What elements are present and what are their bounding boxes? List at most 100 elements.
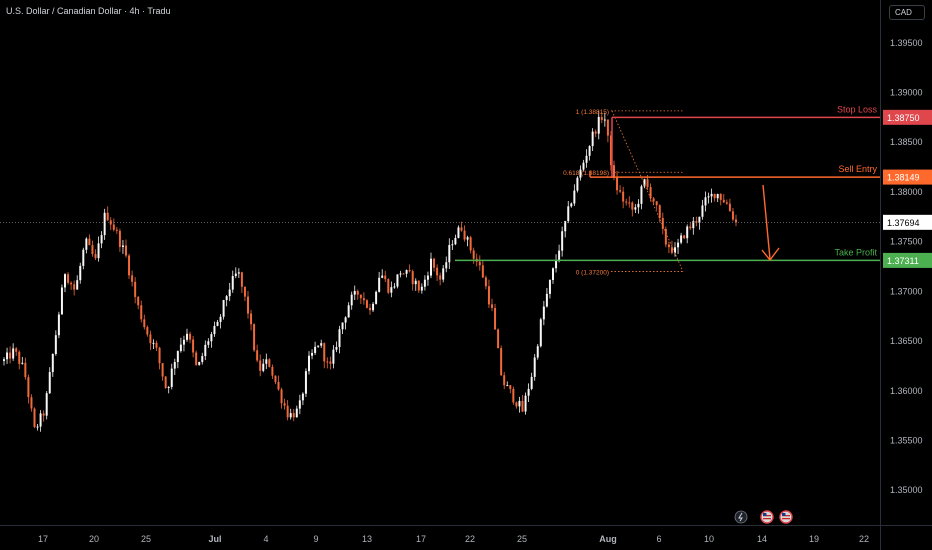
candle-body: [512, 389, 515, 403]
candle-body: [33, 408, 36, 428]
candle-body: [594, 131, 597, 134]
level-price-tag: [883, 169, 932, 185]
candle-body: [613, 165, 615, 178]
candle-body: [195, 352, 198, 365]
y-tick-label: 1.37500: [890, 237, 923, 247]
candle-body: [198, 361, 201, 365]
candle-body: [253, 324, 256, 351]
x-tick-label: 4: [263, 534, 268, 544]
candle-body: [219, 316, 222, 322]
candle-body: [375, 291, 378, 304]
us-flag-icon[interactable]: [760, 510, 774, 524]
x-tick-label: 20: [89, 534, 99, 544]
candle-body: [634, 207, 637, 210]
candle-body: [125, 245, 127, 256]
level-label: Take Profit: [834, 247, 877, 257]
candle-body: [134, 281, 137, 297]
candle-body: [414, 280, 417, 285]
candle-body: [606, 119, 609, 136]
x-tick-label: 13: [362, 534, 372, 544]
lightning-icon[interactable]: [734, 510, 748, 524]
candle-body: [469, 237, 472, 251]
flag-canton: [782, 513, 786, 516]
candle-body: [680, 235, 683, 243]
candle-body: [576, 177, 579, 191]
candle-body: [433, 258, 436, 268]
candle-body: [530, 376, 533, 389]
candle-body: [70, 282, 73, 285]
candle-body: [350, 294, 353, 306]
candle-body: [27, 377, 30, 398]
candle-body: [189, 333, 192, 340]
candle-body: [6, 352, 9, 360]
candle-body: [417, 280, 420, 291]
y-tick-label: 1.36500: [890, 336, 923, 346]
candle-body: [619, 190, 622, 192]
candle-body: [503, 375, 506, 386]
flag-stripe: [782, 515, 790, 517]
candle-body: [250, 313, 253, 325]
candle-body: [18, 351, 21, 364]
candle-body: [210, 334, 213, 342]
candle-body: [463, 230, 466, 240]
candle-body: [451, 244, 454, 246]
candle-body: [149, 334, 152, 344]
candle-body: [359, 294, 362, 299]
candle-body: [487, 286, 490, 305]
candle-body: [649, 187, 652, 199]
candle-body: [527, 388, 530, 396]
candle-body: [298, 400, 301, 409]
candle-body: [713, 193, 716, 199]
candle-body: [561, 231, 564, 251]
candle-body: [689, 226, 692, 229]
candle-body: [643, 179, 646, 187]
candle-body: [323, 343, 326, 362]
candle-body: [192, 339, 195, 353]
candle-body: [381, 275, 384, 278]
candle-body: [304, 371, 307, 394]
candle-body: [30, 397, 33, 409]
candle-body: [176, 351, 179, 363]
projection-arrow-shaft: [762, 184, 771, 260]
candle-body: [481, 265, 484, 278]
level-price-value: 1.38149: [887, 173, 920, 183]
candle-body: [500, 348, 503, 376]
candle-body: [347, 305, 350, 318]
candle-body: [524, 395, 527, 412]
y-tick-label: 1.39000: [890, 87, 923, 97]
candle-body: [231, 276, 234, 290]
x-tick-label: 22: [859, 534, 869, 544]
candle-body: [609, 135, 612, 166]
candle-body: [664, 228, 667, 245]
level-label: Sell Entry: [838, 164, 877, 174]
x-tick-label: 14: [757, 534, 767, 544]
candle-body: [494, 307, 497, 330]
candle-body: [396, 274, 399, 287]
candle-body: [616, 177, 619, 191]
candle-body: [51, 353, 54, 373]
fib-level-label: 0.618 (1.38198): [563, 170, 609, 177]
flag-stripe: [763, 515, 771, 517]
candle-body: [356, 291, 359, 295]
candle-body: [21, 362, 24, 364]
candle-body: [173, 362, 176, 369]
candle-body: [268, 359, 271, 367]
x-tick-label: 17: [416, 534, 426, 544]
candle-body: [314, 346, 317, 353]
candle-body: [362, 298, 365, 301]
candle-body: [405, 270, 408, 274]
candle-body: [603, 119, 606, 121]
candle-body: [42, 413, 45, 416]
us-flag-icon[interactable]: [779, 510, 793, 524]
candle-body: [57, 314, 60, 336]
currency-badge[interactable]: CAD: [889, 5, 925, 20]
candle-body: [731, 211, 734, 220]
candle-body: [182, 339, 185, 345]
candle-body: [582, 162, 585, 170]
candle-body: [36, 426, 39, 428]
candle-body: [436, 267, 439, 276]
candle-body: [683, 235, 686, 239]
candle-body: [387, 279, 390, 293]
level-label: Stop Loss: [837, 104, 878, 114]
